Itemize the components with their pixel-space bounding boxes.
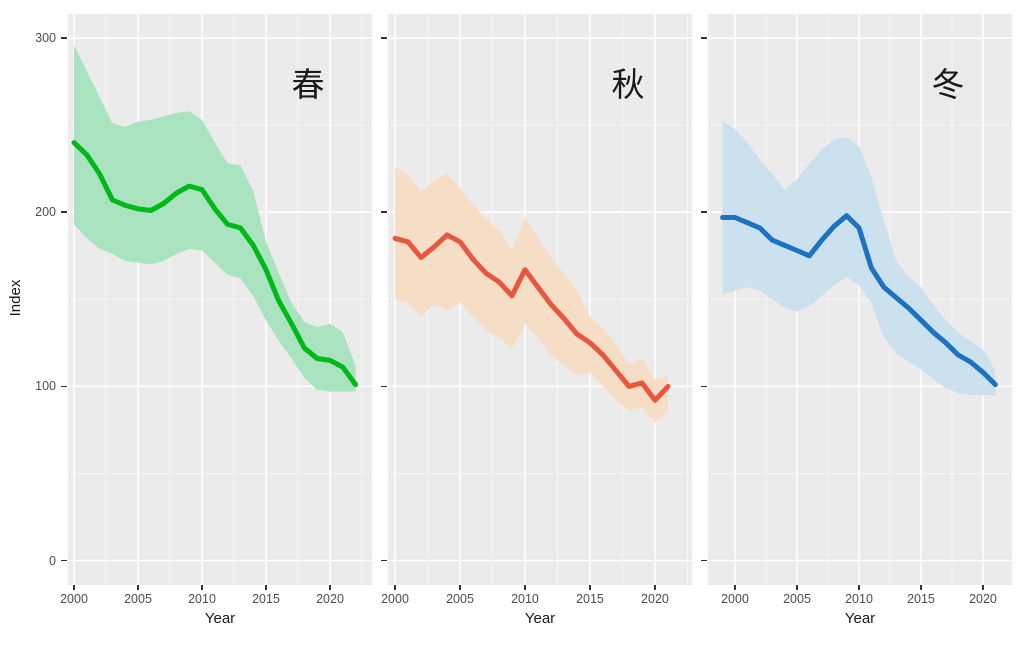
x-axis-title: Year xyxy=(204,610,236,627)
x-tick-mark xyxy=(459,585,461,590)
y-tick-mark xyxy=(381,211,387,214)
x-tick-mark xyxy=(265,585,267,590)
x-tick-mark xyxy=(920,585,922,590)
facet-label: 秋 xyxy=(612,66,645,103)
panel-svg-spring: 春 xyxy=(68,14,372,585)
y-tick-mark xyxy=(61,385,67,388)
x-tick-label: 2010 xyxy=(511,592,539,606)
y-tick-label: 200 xyxy=(35,205,56,220)
y-tick-mark xyxy=(701,385,707,388)
y-axis-title: Index xyxy=(7,279,24,317)
x-tick-label: 2000 xyxy=(721,592,749,606)
y-tick-mark xyxy=(61,211,67,214)
x-tick-mark xyxy=(329,585,331,590)
x-axis-title: Year xyxy=(524,610,556,627)
panel-spring: 春 xyxy=(68,14,372,585)
trend-line xyxy=(71,140,359,388)
x-tick-label: 2000 xyxy=(60,592,88,606)
x-tick-label: 2020 xyxy=(641,592,669,606)
y-tick-mark xyxy=(701,559,707,562)
facet-label: 冬 xyxy=(932,66,965,103)
x-tick-mark xyxy=(734,585,736,590)
x-tick-label: 2015 xyxy=(252,592,280,606)
x-tick-mark xyxy=(394,585,396,590)
x-tick-mark xyxy=(137,585,139,590)
gridlines-major xyxy=(388,14,692,585)
x-tick-label: 2020 xyxy=(316,592,344,606)
x-tick-mark xyxy=(201,585,203,590)
x-tick-label: 2005 xyxy=(783,592,811,606)
confidence-ribbon xyxy=(74,45,356,392)
x-tick-mark xyxy=(73,585,75,590)
panel-winter: 冬 xyxy=(708,14,1012,585)
panel-autumn: 秋 xyxy=(388,14,692,585)
confidence-ribbon xyxy=(395,167,668,423)
y-tick-label: 100 xyxy=(35,379,56,394)
x-tick-mark xyxy=(524,585,526,590)
gridlines-major xyxy=(708,14,1012,585)
gridlines-minor xyxy=(708,14,1012,585)
trend-line xyxy=(720,213,998,388)
trend-line xyxy=(392,232,671,403)
facet-label: 春 xyxy=(292,66,325,103)
y-tick-mark xyxy=(61,37,67,39)
gridlines-minor xyxy=(68,14,372,585)
x-tick-mark xyxy=(796,585,798,590)
x-tick-mark xyxy=(858,585,860,590)
y-tick-mark xyxy=(61,559,67,562)
x-tick-mark xyxy=(654,585,656,590)
x-tick-label: 2010 xyxy=(188,592,216,606)
panel-svg-winter: 冬 xyxy=(708,14,1012,585)
y-tick-label: 300 xyxy=(35,31,56,46)
x-tick-label: 2005 xyxy=(446,592,474,606)
y-tick-mark xyxy=(701,37,707,39)
y-tick-mark xyxy=(381,37,387,39)
panel-svg-autumn: 秋 xyxy=(388,14,692,585)
y-tick-mark xyxy=(701,211,707,214)
x-tick-mark xyxy=(589,585,591,590)
x-tick-mark xyxy=(982,585,984,590)
x-tick-label: 2010 xyxy=(845,592,873,606)
x-tick-label: 2000 xyxy=(381,592,409,606)
x-tick-label: 2005 xyxy=(124,592,152,606)
x-tick-label: 2015 xyxy=(576,592,604,606)
x-tick-label: 2015 xyxy=(907,592,935,606)
x-tick-label: 2020 xyxy=(969,592,997,606)
y-tick-mark xyxy=(381,385,387,388)
y-tick-mark xyxy=(381,559,387,562)
y-tick-label: 0 xyxy=(49,553,56,568)
x-axis-title: Year xyxy=(844,610,876,627)
